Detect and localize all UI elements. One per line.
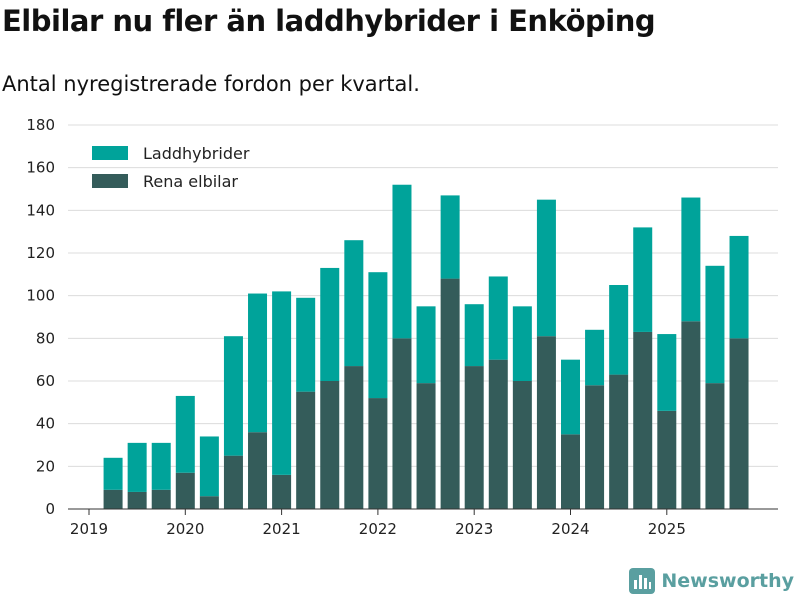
bar-rena-elbilar (175, 472, 195, 509)
bar-rena-elbilar (272, 474, 292, 509)
bar-rena-elbilar (103, 489, 123, 509)
x-tick-label: 2021 (263, 520, 301, 538)
bar-rena-elbilar (151, 489, 171, 509)
bar-laddhybrider (296, 297, 316, 392)
bar-rena-elbilar (368, 398, 388, 509)
bar-laddhybrider (536, 199, 556, 337)
bar-laddhybrider (223, 336, 243, 456)
bar-rena-elbilar (585, 385, 605, 509)
bar-rena-elbilar (296, 391, 316, 509)
bar-laddhybrider (464, 304, 484, 367)
bars (103, 184, 749, 509)
bar-laddhybrider (392, 184, 412, 339)
y-tick-label: 20 (36, 457, 55, 475)
bar-rena-elbilar (464, 366, 484, 509)
bar-laddhybrider (344, 240, 364, 367)
bar-rena-elbilar (320, 381, 340, 509)
bar-laddhybrider (657, 334, 677, 411)
legend-swatch-laddhybrider (92, 146, 128, 160)
bar-rena-elbilar (223, 455, 243, 509)
bar-rena-elbilar (729, 338, 749, 509)
axes: 0 20 40 60 80 100 120 140 160 180 2019 2020 2021 2022… (26, 116, 778, 538)
bar-rena-elbilar (488, 359, 508, 509)
x-tick-label: 2024 (551, 520, 589, 538)
bar-laddhybrider (609, 285, 629, 375)
bar-laddhybrider (488, 276, 508, 360)
bar-laddhybrider (440, 195, 460, 279)
bar-laddhybrider (368, 272, 388, 399)
x-tick-label: 2025 (648, 520, 686, 538)
bar-laddhybrider (729, 235, 749, 339)
x-tick-label: 2022 (359, 520, 397, 538)
chart-title: Elbilar nu fler än laddhybrider i Enköpi… (2, 4, 656, 38)
bar-laddhybrider (705, 265, 725, 384)
bar-laddhybrider (199, 436, 219, 497)
y-tick-label: 80 (36, 329, 55, 347)
brand-logo: Newsworthy (629, 568, 794, 594)
bar-rena-elbilar (248, 432, 268, 509)
legend-swatch-rena-elbilar (92, 174, 128, 188)
bar-laddhybrider (175, 395, 195, 473)
y-tick-label: 160 (26, 159, 55, 177)
legend-label-laddhybrider: Laddhybrider (143, 144, 250, 163)
bar-laddhybrider (103, 457, 123, 490)
bar-laddhybrider (585, 329, 605, 386)
bar-rena-elbilar (657, 410, 677, 509)
bar-rena-elbilar (344, 366, 364, 509)
x-tick-label: 2023 (455, 520, 493, 538)
bar-rena-elbilar (705, 383, 725, 509)
bar-laddhybrider (633, 227, 653, 332)
legend-label-rena-elbilar: Rena elbilar (143, 172, 238, 191)
bar-laddhybrider (681, 197, 701, 322)
y-tick-label: 100 (26, 287, 55, 305)
y-tick-label: 120 (26, 244, 55, 262)
bar-rena-elbilar (440, 278, 460, 509)
bar-rena-elbilar (416, 383, 436, 509)
bar-laddhybrider (272, 291, 292, 475)
bar-laddhybrider (151, 442, 171, 490)
bar-laddhybrider (416, 306, 436, 384)
y-tick-label: 60 (36, 372, 55, 390)
legend: Laddhybrider Rena elbilar (92, 144, 250, 191)
bar-laddhybrider (320, 267, 340, 381)
bar-laddhybrider (127, 442, 147, 492)
y-tick-label: 0 (45, 500, 55, 518)
bar-rena-elbilar (633, 331, 653, 509)
brand-name: Newsworthy (661, 570, 794, 592)
bar-laddhybrider (561, 359, 580, 435)
bar-laddhybrider (248, 293, 268, 433)
y-tick-label: 140 (26, 201, 55, 219)
bar-rena-elbilar (536, 336, 556, 509)
y-tick-label: 180 (26, 116, 55, 134)
bar-laddhybrider (512, 306, 532, 381)
x-tick-label: 2019 (70, 520, 108, 538)
bar-rena-elbilar (127, 491, 147, 509)
y-tick-label: 40 (36, 415, 55, 433)
bar-chart-logo-icon (629, 568, 656, 594)
bar-rena-elbilar (681, 321, 701, 509)
bar-rena-elbilar (199, 496, 219, 509)
bar-rena-elbilar (392, 338, 412, 509)
bar-rena-elbilar (609, 374, 629, 509)
chart-subtitle: Antal nyregistrerade fordon per kvartal. (2, 72, 420, 96)
bar-rena-elbilar (512, 381, 532, 509)
bar-rena-elbilar (561, 434, 580, 509)
x-tick-label: 2020 (166, 520, 204, 538)
